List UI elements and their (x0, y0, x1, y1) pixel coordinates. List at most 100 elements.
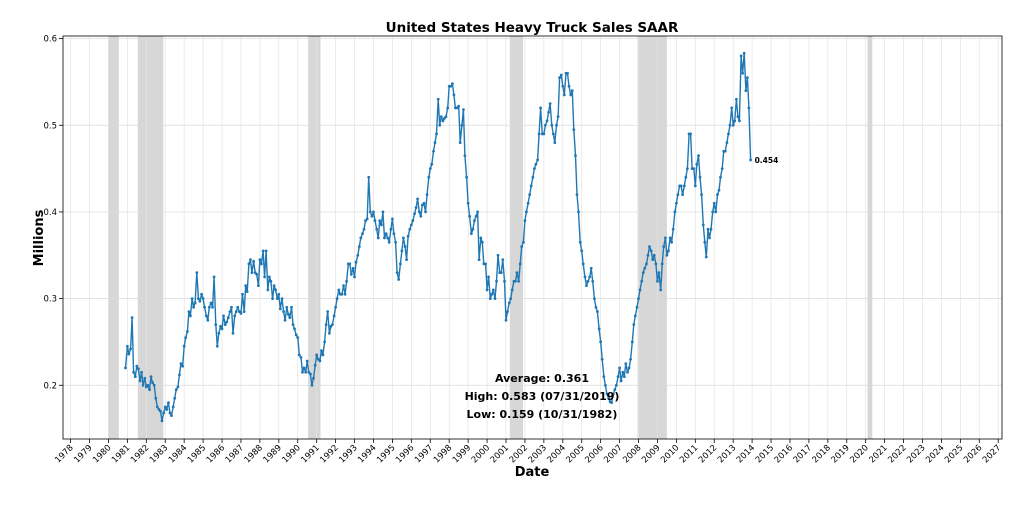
data-point (577, 210, 580, 214)
data-point (149, 375, 153, 378)
data-point (409, 223, 413, 227)
data-point (398, 262, 402, 266)
x-tick-label: 2022 (886, 443, 908, 465)
data-point (671, 227, 675, 231)
x-tick-label: 1981 (110, 443, 132, 465)
data-point (269, 279, 273, 283)
data-point (603, 383, 607, 387)
data-point (151, 381, 154, 385)
data-point (567, 84, 571, 88)
data-point (290, 305, 293, 309)
data-point (167, 401, 170, 404)
data-point (162, 411, 166, 415)
data-point (256, 284, 260, 287)
data-point (633, 314, 637, 318)
x-tick-label: 2026 (962, 443, 984, 465)
data-point (378, 219, 382, 223)
data-point (662, 245, 666, 249)
data-point (697, 154, 700, 158)
data-point (193, 301, 197, 305)
data-point (302, 366, 306, 370)
data-point (585, 284, 588, 287)
x-tick-label: 1989 (262, 443, 284, 465)
data-point (745, 76, 749, 79)
data-point (525, 210, 528, 214)
data-point (561, 84, 565, 88)
data-point (589, 266, 593, 270)
data-point (503, 279, 506, 283)
data-point (244, 284, 248, 287)
data-point (165, 408, 169, 411)
data-point (537, 132, 541, 136)
data-point (747, 106, 751, 110)
data-point (629, 357, 632, 361)
data-point (365, 217, 369, 221)
data-point (685, 167, 689, 171)
data-point (217, 331, 221, 335)
data-point (226, 316, 230, 320)
data-point (351, 266, 355, 270)
y-tick-label: 0.3 (43, 295, 57, 305)
data-point (572, 128, 576, 132)
data-point (174, 388, 178, 391)
data-point (517, 279, 521, 283)
data-point (463, 154, 467, 158)
data-point (321, 353, 325, 357)
data-point (627, 366, 631, 370)
x-tick-label: 1982 (129, 443, 151, 465)
data-point (288, 316, 292, 320)
x-tick-label: 2010 (659, 443, 681, 465)
y-tick-label: 0.2 (43, 381, 57, 391)
x-tick-label: 1980 (91, 443, 113, 465)
data-point (280, 297, 284, 300)
data-point (140, 370, 143, 374)
data-point (381, 210, 385, 214)
x-tick-label: 2019 (830, 443, 852, 465)
data-point (616, 375, 620, 378)
data-point (315, 353, 319, 357)
data-point (559, 73, 563, 77)
data-point (435, 132, 438, 136)
data-point (313, 363, 317, 367)
data-point (296, 336, 300, 339)
data-point (543, 123, 547, 127)
data-point (689, 132, 692, 136)
data-point (247, 262, 251, 266)
data-point (173, 396, 177, 400)
data-point (520, 245, 524, 249)
data-point (414, 206, 418, 210)
data-point (192, 305, 196, 309)
data-point (716, 193, 719, 197)
data-point (449, 84, 453, 88)
data-point (558, 76, 561, 79)
x-tick-label: 1999 (451, 443, 473, 465)
data-point (340, 292, 344, 296)
data-point (209, 301, 213, 305)
data-point (719, 175, 722, 179)
data-point (420, 203, 424, 207)
data-point (700, 193, 703, 197)
data-point (536, 158, 540, 162)
data-point (318, 359, 322, 363)
data-point (548, 102, 552, 105)
data-point (200, 292, 203, 296)
data-point (206, 318, 210, 322)
data-point (271, 297, 274, 300)
data-point (723, 149, 727, 153)
data-point (362, 227, 366, 231)
data-point (353, 275, 356, 279)
data-point (354, 260, 358, 264)
data-point (132, 370, 136, 374)
recession-band (308, 36, 321, 439)
data-point (260, 262, 263, 266)
data-point (130, 316, 134, 320)
data-point (203, 305, 207, 309)
data-point (275, 297, 279, 300)
data-point (488, 297, 492, 300)
data-point (267, 275, 271, 279)
data-point (610, 401, 614, 404)
data-point (214, 323, 218, 326)
data-point (416, 197, 419, 201)
data-point (476, 210, 479, 214)
